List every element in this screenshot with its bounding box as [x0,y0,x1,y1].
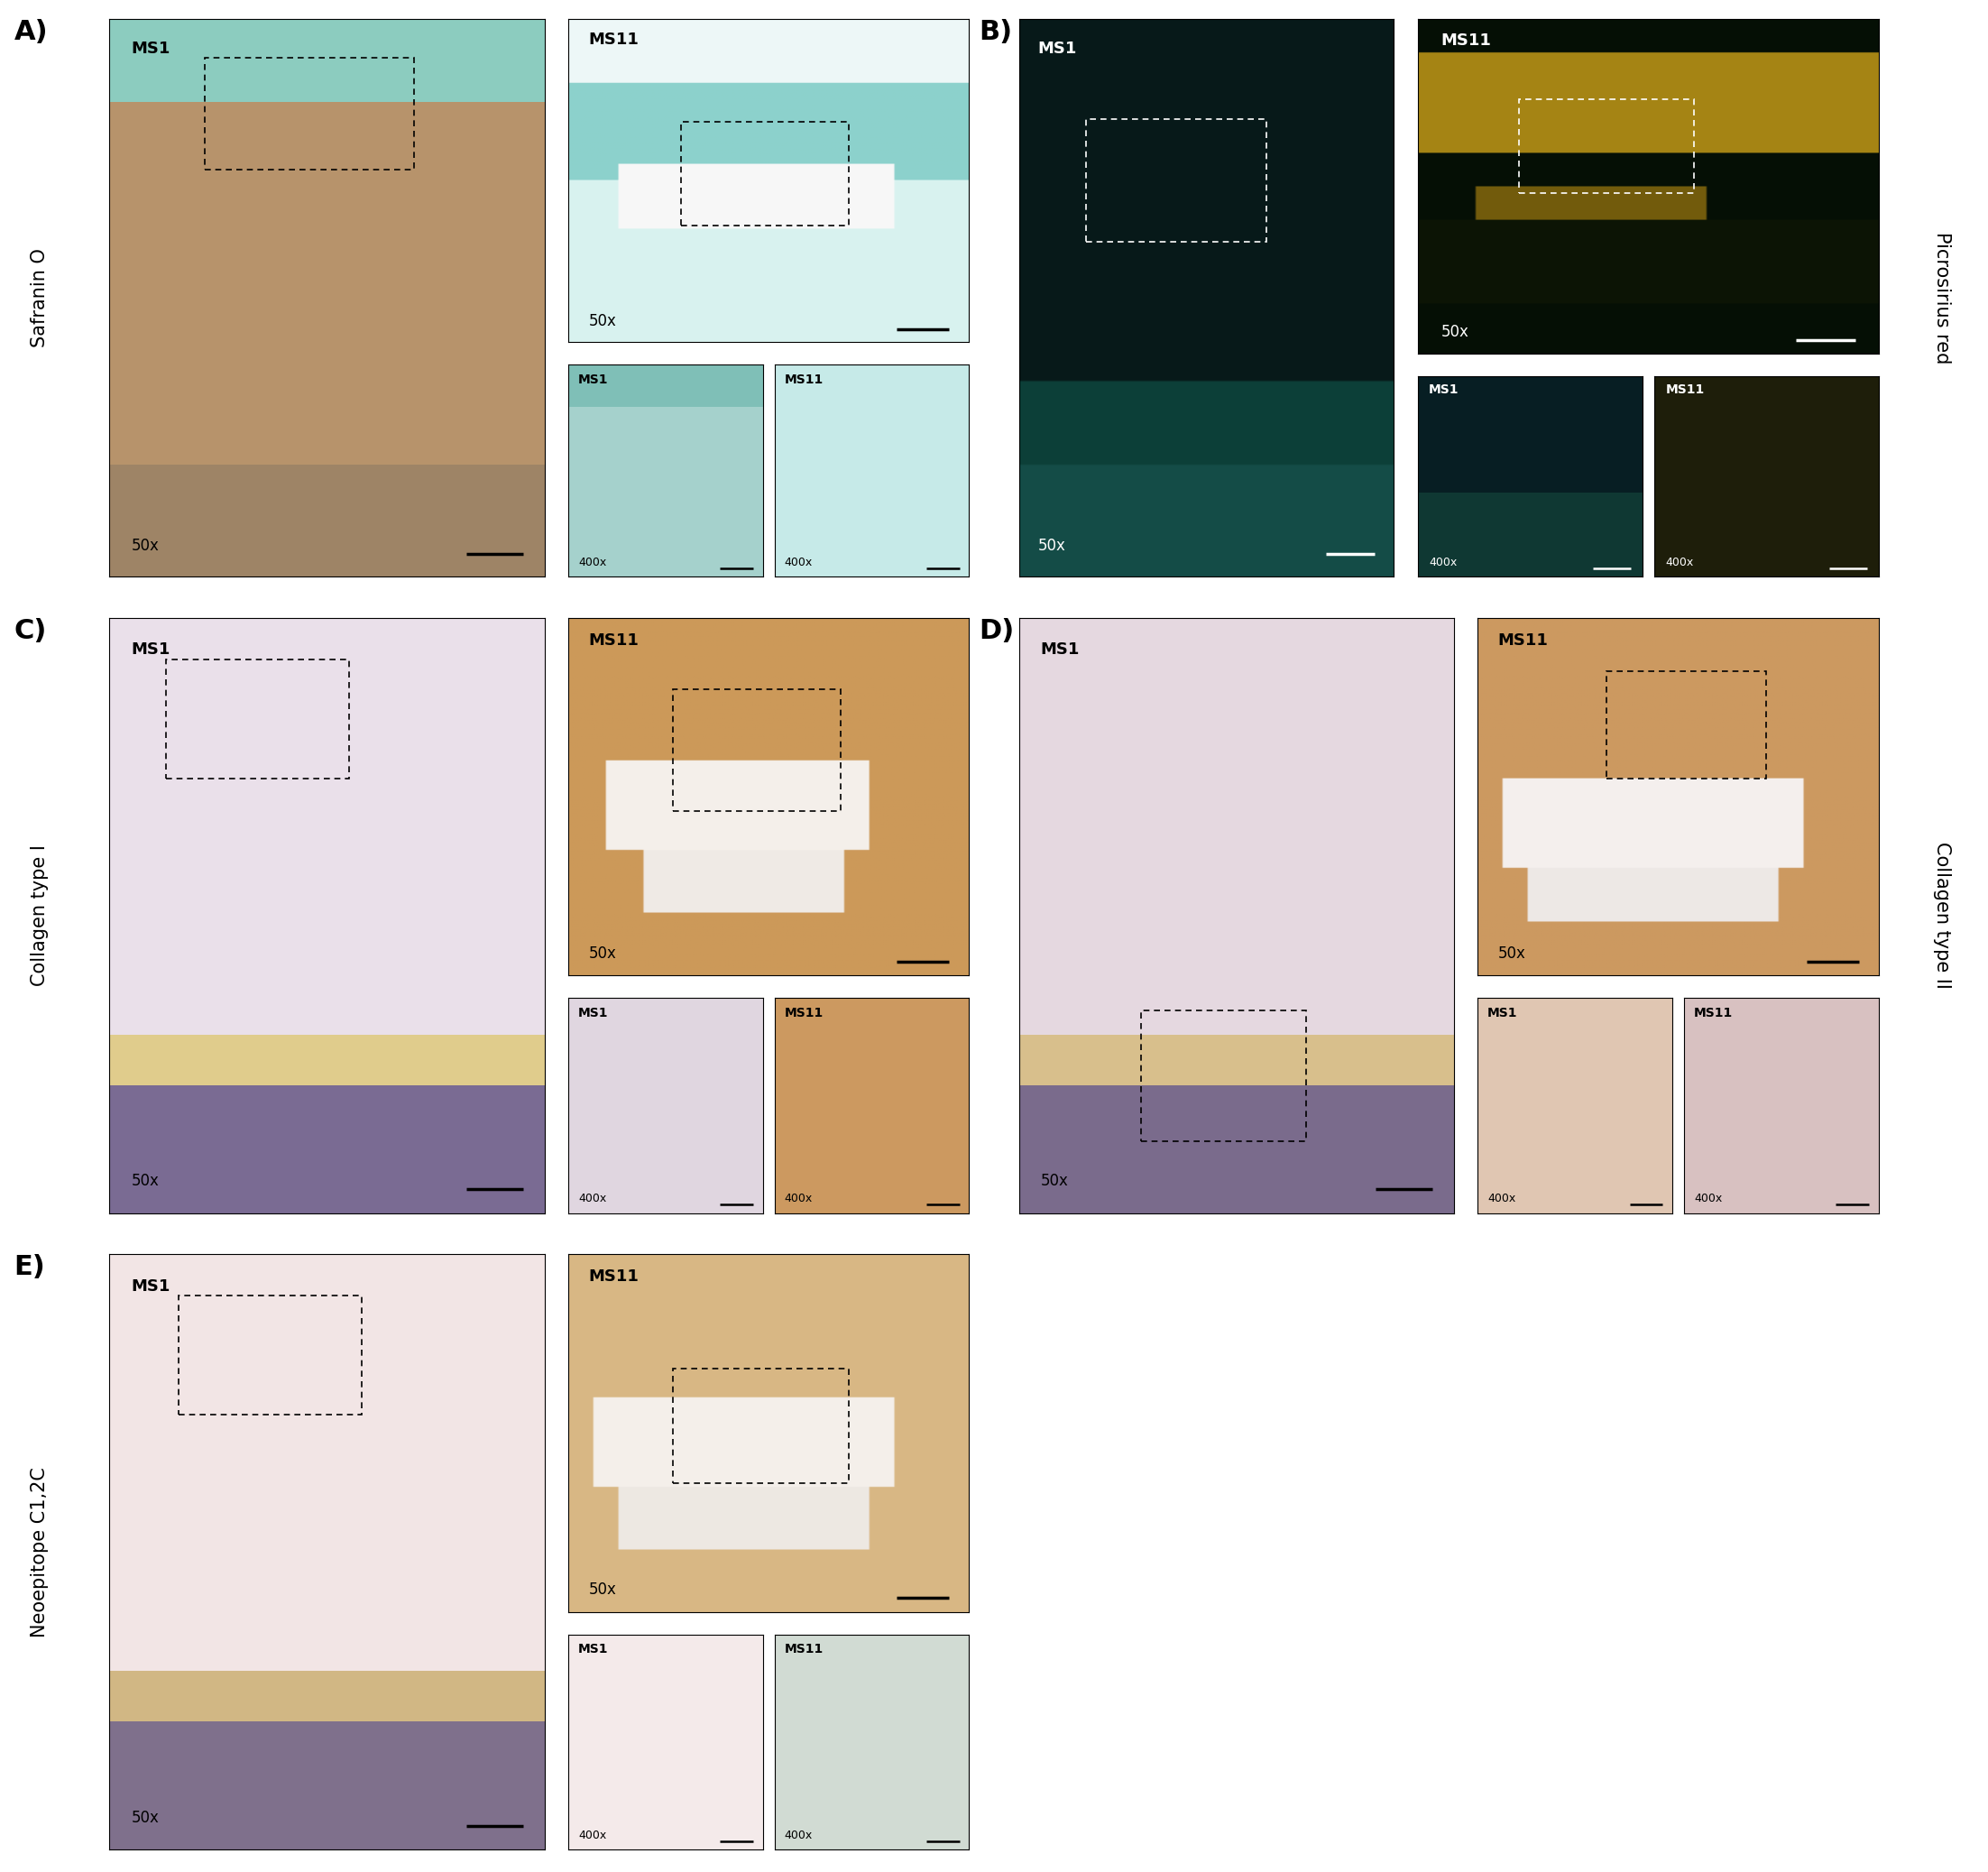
Text: 400x: 400x [785,1192,813,1204]
Text: MS11: MS11 [1666,384,1704,397]
Text: MS1: MS1 [1487,1007,1517,1020]
Text: 400x: 400x [1694,1192,1722,1204]
Text: C): C) [14,618,48,644]
Text: 50x: 50x [1497,945,1525,962]
Text: 50x: 50x [131,1810,159,1825]
Text: MS11: MS11 [588,1269,638,1284]
Text: E): E) [14,1254,46,1280]
Bar [1141,1011,1306,1142]
Text: MS11: MS11 [588,633,638,648]
Text: A): A) [14,19,48,45]
Text: MS1: MS1 [1038,41,1077,58]
Text: MS11: MS11 [785,1644,823,1657]
Text: 400x: 400x [579,1829,606,1840]
Bar [680,122,849,227]
Text: 50x: 50x [131,1174,159,1189]
Bar [205,58,414,168]
Text: Collagen type II: Collagen type II [1932,842,1952,988]
Text: 400x: 400x [1487,1192,1515,1204]
Text: MS11: MS11 [785,1007,823,1020]
Text: MS11: MS11 [1441,32,1491,49]
Text: MS11: MS11 [1497,633,1549,648]
Text: 400x: 400x [579,556,606,567]
Text: B): B) [978,19,1012,45]
Text: MS1: MS1 [1429,384,1459,397]
Bar [1606,672,1767,779]
Bar [1519,99,1694,193]
Bar [1085,120,1266,241]
Text: Picrosirius red: Picrosirius red [1932,232,1952,363]
Text: MS11: MS11 [1694,1007,1734,1020]
Text: 50x: 50x [131,537,159,554]
Text: 400x: 400x [579,1192,606,1204]
Text: MS1: MS1 [131,642,171,657]
Text: MS1: MS1 [131,1279,171,1294]
Text: Safranin O: Safranin O [30,249,50,346]
Text: MS1: MS1 [579,373,608,386]
Text: 400x: 400x [1429,556,1457,569]
Text: MS1: MS1 [131,41,171,58]
Text: MS11: MS11 [785,373,823,386]
Text: 400x: 400x [1666,556,1694,569]
Bar [165,659,348,779]
Text: 50x: 50x [1038,537,1066,554]
Text: 400x: 400x [785,556,813,567]
Text: MS1: MS1 [579,1007,608,1020]
Bar [672,1368,849,1483]
Text: Collagen type I: Collagen type I [30,844,50,987]
Text: 50x: 50x [1040,1174,1068,1189]
Bar [672,689,841,811]
Text: 50x: 50x [588,313,616,329]
Text: 50x: 50x [588,945,616,962]
Text: 50x: 50x [1441,324,1469,341]
Text: 400x: 400x [785,1829,813,1840]
Text: D): D) [978,618,1014,644]
Text: Neoepitope C1,2C: Neoepitope C1,2C [30,1466,50,1638]
Text: MS1: MS1 [1040,642,1079,657]
Text: MS11: MS11 [588,32,638,49]
Bar [179,1295,362,1415]
Text: 50x: 50x [588,1582,616,1599]
Text: MS1: MS1 [579,1644,608,1657]
